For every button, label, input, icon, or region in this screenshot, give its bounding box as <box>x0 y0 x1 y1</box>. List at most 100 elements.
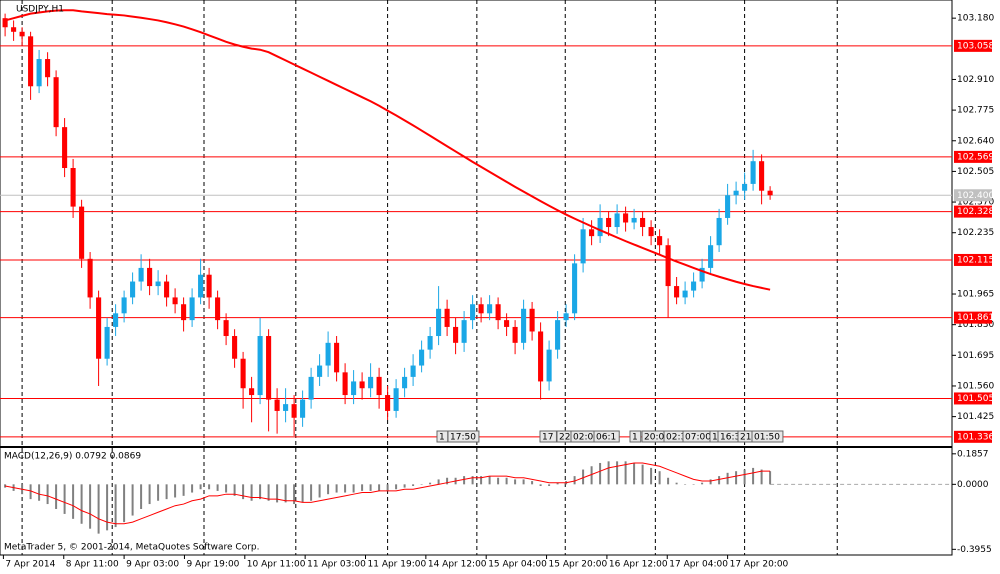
candle-body <box>79 206 85 259</box>
candle-body <box>589 229 595 237</box>
event-label: 17:50 <box>450 433 476 443</box>
level-box <box>954 150 992 163</box>
macd-bar <box>607 461 610 485</box>
macd-bar <box>735 471 738 485</box>
macd-bar <box>72 484 75 519</box>
candle-body <box>699 267 705 282</box>
candle-body <box>53 77 59 128</box>
macd-bar <box>616 461 619 485</box>
x-tick-label: 15 Apr 20:00 <box>549 560 608 570</box>
macd-bar <box>522 479 525 485</box>
candle-body <box>342 372 348 396</box>
candle-body <box>733 190 739 196</box>
macd-bar <box>726 472 729 485</box>
current-price-label: 102.400 <box>957 191 994 201</box>
y-tick-label: 102.370 <box>957 198 994 208</box>
candle-body <box>716 217 722 246</box>
macd-bar <box>106 484 109 531</box>
candle-body <box>495 304 501 321</box>
candle-body <box>657 236 663 246</box>
candle-body <box>240 358 246 389</box>
macd-bar <box>539 484 542 486</box>
macd-bar <box>174 484 177 498</box>
candle-body <box>767 190 773 196</box>
level-label: 102.328 <box>957 207 994 217</box>
event-label: 1 <box>712 433 718 443</box>
level-box <box>954 392 992 405</box>
candle-body <box>742 183 748 191</box>
candle-body <box>181 304 187 321</box>
level-label: 103.058 <box>957 41 994 51</box>
candle-body <box>206 274 212 298</box>
macd-bar <box>429 482 432 485</box>
candle-body <box>113 313 119 327</box>
macd-bar <box>352 484 355 493</box>
event-label: 06:1 <box>596 433 616 443</box>
candle-body <box>631 217 637 223</box>
macd-bar <box>488 476 491 485</box>
macd-y-tick-label: 0.1857 <box>957 449 989 459</box>
macd-bar <box>123 484 126 523</box>
macd-bar <box>599 462 602 485</box>
macd-bar <box>658 471 661 485</box>
candle-body <box>62 127 68 169</box>
macd-bar <box>216 484 219 491</box>
candle-body <box>759 161 765 191</box>
candle-body <box>521 308 527 343</box>
candle-body <box>96 297 102 359</box>
x-tick-label: 9 Apr 03:00 <box>126 560 179 570</box>
macd-bar <box>89 484 92 529</box>
candle-body <box>376 376 382 396</box>
event-label: 01:50 <box>754 433 780 443</box>
candle-body <box>87 258 93 298</box>
macd-bar <box>531 481 534 485</box>
macd-bar <box>769 471 772 485</box>
macd-bar <box>514 479 517 485</box>
candle-body <box>572 263 578 314</box>
macd-bar <box>148 484 151 505</box>
y-tick-label: 103.180 <box>957 14 994 24</box>
macd-bar <box>412 484 415 486</box>
candle-body <box>665 245 671 287</box>
candle-body <box>385 395 391 411</box>
macd-bar <box>284 484 287 503</box>
macd-bar <box>590 466 593 485</box>
candle-body <box>189 297 195 321</box>
level-box <box>954 205 992 218</box>
macd-bar <box>208 484 211 490</box>
candle-body <box>427 336 433 350</box>
macd-bar <box>199 484 202 490</box>
macd-bar <box>242 484 245 500</box>
candle-body <box>393 388 399 411</box>
macd-bar <box>624 461 627 485</box>
event-label: 16:3 <box>720 433 740 443</box>
macd-bar <box>46 484 49 505</box>
x-tick-label: 14 Apr 12:00 <box>428 560 487 570</box>
macd-bar <box>667 477 670 485</box>
candle-body <box>419 349 425 366</box>
level-label: 101.336 <box>957 432 994 442</box>
macd-bar <box>548 484 551 486</box>
macd-bar <box>344 484 347 493</box>
candle-body <box>410 365 416 377</box>
event-box <box>629 430 642 443</box>
candle-body <box>2 18 8 28</box>
macd-bar <box>310 484 313 501</box>
candle-body <box>308 376 314 400</box>
macd-bar <box>471 476 474 485</box>
macd-bar <box>225 484 228 493</box>
macd-bar <box>80 484 83 524</box>
macd-bar <box>718 476 721 485</box>
candle-body <box>674 286 680 298</box>
y-tick-label: 102.505 <box>957 167 994 177</box>
candle-body <box>147 267 153 287</box>
candle-body <box>11 27 17 32</box>
macd-bar <box>437 479 440 485</box>
candle-body <box>325 342 331 366</box>
candle-body <box>648 227 654 237</box>
macd-bar <box>361 484 364 491</box>
x-tick-label: 17 Apr 20:00 <box>730 560 789 570</box>
candle-body <box>750 161 756 184</box>
candle-body <box>368 376 374 389</box>
macd-bar <box>97 484 100 534</box>
